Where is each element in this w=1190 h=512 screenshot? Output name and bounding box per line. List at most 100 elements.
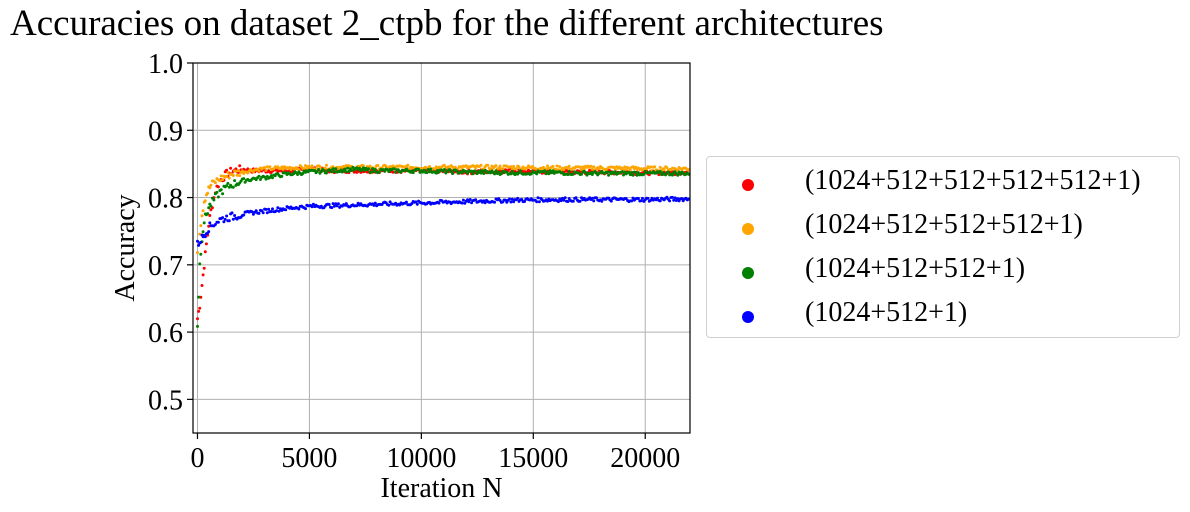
- data-point: [471, 172, 475, 176]
- data-point: [238, 164, 242, 168]
- data-point: [215, 190, 219, 194]
- data-point: [208, 221, 212, 225]
- data-point: [318, 165, 322, 169]
- data-point: [467, 200, 471, 204]
- data-point: [225, 184, 229, 188]
- legend-marker: [742, 267, 754, 279]
- data-point: [554, 167, 558, 171]
- data-point: [288, 165, 292, 169]
- data-point: [486, 163, 490, 167]
- data-point: [207, 230, 211, 234]
- data-point: [280, 165, 284, 169]
- data-point: [219, 174, 223, 178]
- data-point: [350, 169, 354, 173]
- data-point: [235, 173, 239, 177]
- data-point: [225, 168, 229, 172]
- data-point: [196, 239, 199, 243]
- data-point: [605, 170, 609, 174]
- data-point: [567, 169, 571, 173]
- data-point: [687, 197, 690, 201]
- data-point: [425, 171, 429, 175]
- y-axis-label: Accuracy: [110, 194, 141, 301]
- data-point: [257, 174, 261, 178]
- legend-marker: [742, 311, 754, 323]
- data-point: [226, 181, 230, 185]
- data-point: [514, 167, 518, 171]
- data-point: [649, 165, 653, 169]
- data-point: [429, 167, 433, 171]
- legend-label: (1024+512+512+512+512+1): [805, 165, 1141, 196]
- data-point: [233, 179, 237, 183]
- data-point: [461, 198, 465, 202]
- data-point: [231, 174, 235, 177]
- data-point: [204, 242, 208, 246]
- data-point: [551, 169, 555, 173]
- data-point: [221, 192, 225, 196]
- data-point: [334, 167, 338, 171]
- data-point: [655, 196, 659, 200]
- data-point: [623, 165, 627, 169]
- data-point: [482, 172, 486, 175]
- data-point: [404, 200, 408, 204]
- data-point: [332, 204, 336, 208]
- data-point: [335, 204, 339, 208]
- data-point: [411, 171, 415, 175]
- legend-marker: [742, 179, 754, 191]
- data-point: [216, 220, 220, 224]
- data-point: [198, 306, 202, 310]
- data-point: [367, 167, 371, 171]
- data-point: [635, 173, 639, 177]
- data-point: [620, 170, 624, 174]
- data-point: [613, 170, 617, 174]
- data-point: [480, 169, 484, 173]
- data-point: [361, 166, 365, 170]
- data-point: [242, 213, 246, 217]
- data-point: [199, 252, 203, 256]
- legend-item: (1024+512+512+512+512+1): [707, 161, 1179, 205]
- data-point: [258, 178, 262, 181]
- data-point: [213, 181, 217, 185]
- data-point: [543, 169, 547, 173]
- data-point: [373, 168, 377, 171]
- data-point: [551, 164, 555, 168]
- data-point: [264, 177, 268, 181]
- legend: (1024+512+512+512+512+1) (1024+512+512+51…: [706, 156, 1180, 338]
- data-point: [197, 243, 201, 247]
- data-point: [332, 170, 336, 173]
- data-point: [198, 232, 202, 236]
- data-point: [280, 174, 284, 178]
- data-point: [563, 196, 567, 200]
- y-tick-label: 0.8: [148, 184, 183, 215]
- data-point: [344, 170, 348, 174]
- data-point: [505, 170, 509, 174]
- data-point: [609, 199, 613, 203]
- data-point: [630, 199, 634, 203]
- data-point: [202, 266, 206, 270]
- data-point: [387, 170, 391, 174]
- data-point: [687, 168, 690, 172]
- data-point: [676, 197, 680, 201]
- data-point: [415, 202, 419, 206]
- data-point: [590, 196, 594, 200]
- data-point: [566, 173, 570, 177]
- data-point: [547, 172, 551, 176]
- data-point: [509, 165, 513, 169]
- data-point: [600, 199, 604, 203]
- data-point: [510, 169, 514, 173]
- data-point: [223, 217, 227, 221]
- data-point: [665, 166, 669, 170]
- data-point: [590, 167, 594, 171]
- y-tick-label: 1.0: [148, 49, 183, 80]
- data-point: [276, 206, 280, 210]
- data-point: [628, 168, 632, 172]
- data-point: [264, 207, 268, 211]
- data-point: [509, 172, 513, 176]
- data-point: [479, 163, 483, 167]
- x-tick-label: 0: [190, 443, 204, 474]
- data-point: [641, 196, 644, 200]
- data-point: [536, 196, 540, 200]
- data-point: [571, 172, 575, 176]
- data-point: [517, 165, 521, 169]
- data-point: [257, 211, 261, 215]
- data-point: [582, 167, 586, 171]
